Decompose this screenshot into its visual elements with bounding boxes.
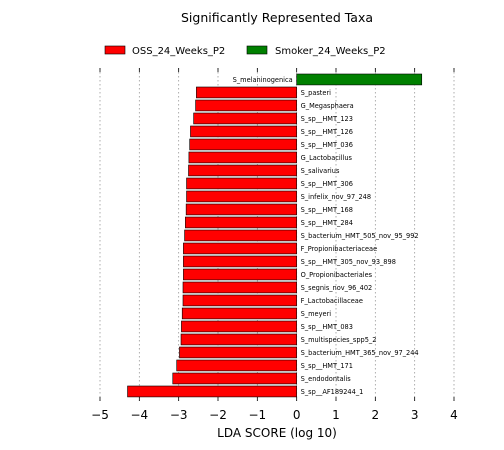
bar — [181, 320, 297, 333]
x-tick-label: 4 — [450, 408, 458, 422]
bar-label: S_sp__HMT_123 — [301, 115, 353, 123]
bar-label: S_bacterium_HMT_365_nov_97_244 — [301, 349, 419, 357]
bar-label: S_meyeri — [301, 310, 332, 318]
bar-label: S_infelix_nov_97_248 — [301, 193, 371, 201]
x-tick-label: 0 — [293, 408, 301, 422]
chart-title: Significantly Represented Taxa — [181, 10, 373, 25]
bar-label: F_Lactobacillaceae — [301, 297, 363, 305]
x-tick-label: −2 — [209, 408, 227, 422]
bar — [188, 151, 297, 164]
bar — [180, 333, 297, 346]
bar-label: S_sp__HMT_306 — [301, 180, 353, 188]
x-tick-label: −3 — [170, 408, 188, 422]
bar — [188, 164, 297, 177]
bar — [172, 372, 297, 385]
bar-label: F_Propionibacteriaceae — [301, 245, 377, 253]
bar — [185, 216, 297, 229]
legend-swatch-oss — [104, 45, 126, 55]
bar-label: S_melaninogenica — [233, 76, 293, 84]
bar — [183, 255, 297, 268]
x-tick-label: 1 — [332, 408, 340, 422]
bar — [193, 112, 297, 125]
x-tick-label: −5 — [91, 408, 109, 422]
bar-label: S_pasteri — [301, 89, 331, 97]
bar-label: S_sp__AF189244_1 — [301, 388, 364, 396]
bar — [190, 125, 297, 138]
bar — [179, 346, 297, 359]
bar — [127, 385, 297, 398]
bar — [181, 307, 297, 320]
bar — [183, 268, 297, 281]
bar — [184, 229, 297, 242]
bar-label: S_bacterium_HMT_505_nov_95_992 — [301, 232, 419, 240]
bar-label: S_sp__HMT_284 — [301, 219, 353, 227]
bar-label: S_endodontalis — [301, 375, 352, 383]
bar — [195, 99, 297, 112]
bar-label: S_sp__HMT_083 — [301, 323, 353, 331]
bar — [186, 190, 297, 203]
bar-label: S_sp__HMT_171 — [301, 362, 353, 370]
bar — [296, 73, 423, 86]
bar-label: S_sp__HMT_126 — [301, 128, 353, 136]
bar — [183, 242, 297, 255]
x-tick-label: −1 — [248, 408, 266, 422]
x-axis-label: LDA SCORE (log 10) — [217, 426, 337, 440]
bar — [182, 281, 297, 294]
bars-group — [127, 73, 423, 398]
legend-label-smoker: Smoker_24_Weeks_P2 — [275, 46, 386, 57]
bar-label: S_sp__HMT_036 — [301, 141, 353, 149]
x-tick-label: −4 — [130, 408, 148, 422]
bar-label: G_Lactobacillus — [301, 154, 353, 162]
bar-label: O_Propionibacteriales — [301, 271, 373, 279]
x-gridlines — [99, 68, 455, 401]
legend: OSS_24_Weeks_P2 Smoker_24_Weeks_P2 — [104, 45, 386, 57]
bar-label: S_sp__HMT_168 — [301, 206, 353, 214]
x-axis: −5 −4 −3 −2 −1 0 1 2 3 4 — [91, 68, 458, 422]
bar-label: G_Megasphaera — [301, 102, 354, 110]
bar — [182, 294, 297, 307]
x-tick-label: 3 — [411, 408, 419, 422]
bar-label: S_sp__HMT_305_nov_93_898 — [301, 258, 396, 266]
bar-label: S_segnis_nov_96_402 — [301, 284, 373, 292]
x-tick-label: 2 — [372, 408, 380, 422]
bar — [176, 359, 297, 372]
bar — [185, 203, 297, 216]
bar — [189, 138, 297, 151]
bar-labels-group: S_melaninogenica S_pasteri G_Megasphaera S_… — [233, 76, 419, 396]
legend-label-oss: OSS_24_Weeks_P2 — [132, 46, 225, 57]
bar — [196, 86, 297, 99]
bar — [186, 177, 297, 190]
bar-label: S_multispecies_spp5_2 — [301, 336, 377, 344]
bar-label: S_salivarius — [301, 167, 340, 175]
legend-swatch-smoker — [246, 45, 268, 55]
